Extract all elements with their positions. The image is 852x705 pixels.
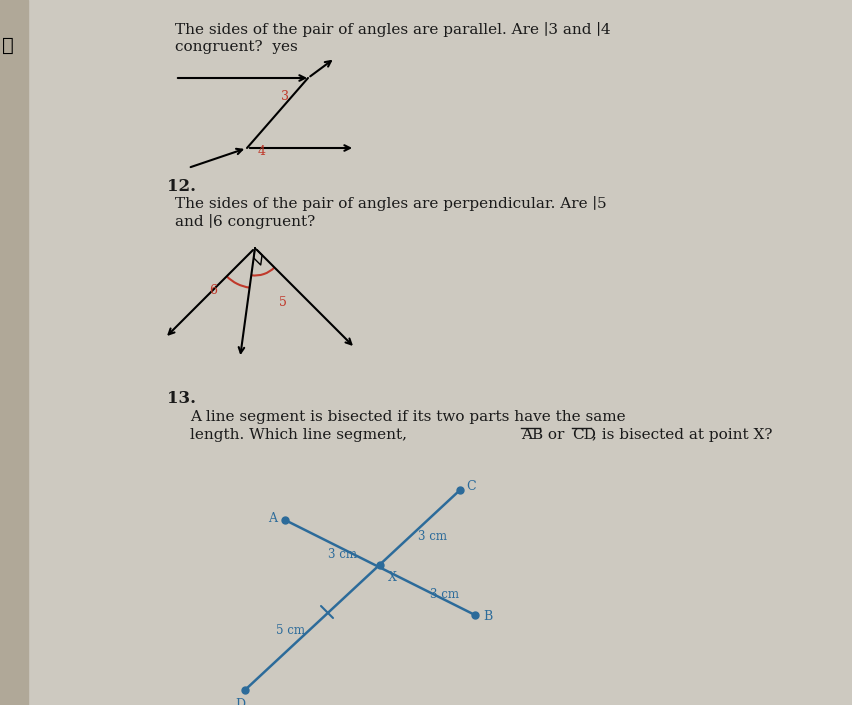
Text: 3 cm: 3 cm	[430, 587, 459, 601]
Text: B: B	[483, 611, 492, 623]
Text: CD: CD	[572, 428, 596, 442]
Text: A: A	[268, 512, 277, 525]
Text: The sides of the pair of angles are parallel. Are ∣3 and ∣4: The sides of the pair of angles are para…	[175, 22, 611, 37]
Text: 3: 3	[281, 90, 289, 103]
Text: X: X	[388, 571, 397, 584]
Text: AB: AB	[521, 428, 543, 442]
Text: length. Which line segment,: length. Which line segment,	[190, 428, 412, 442]
Text: 6: 6	[209, 283, 217, 297]
Text: , is bisected at point X?: , is bisected at point X?	[592, 428, 773, 442]
Text: 5 cm: 5 cm	[275, 625, 304, 637]
Text: 🌿: 🌿	[2, 35, 14, 54]
Text: 12.: 12.	[167, 178, 196, 195]
Text: and ∣6 congruent?: and ∣6 congruent?	[175, 214, 315, 229]
Text: or: or	[543, 428, 569, 442]
Text: 5: 5	[279, 297, 287, 309]
Text: 3 cm: 3 cm	[327, 548, 356, 560]
Bar	[0, 0, 28, 705]
Text: 13.: 13.	[167, 390, 196, 407]
Text: 4: 4	[258, 145, 266, 158]
Text: D: D	[235, 698, 245, 705]
Text: C: C	[466, 479, 475, 493]
Text: The sides of the pair of angles are perpendicular. Are ∣5: The sides of the pair of angles are perp…	[175, 196, 607, 211]
Text: A line segment is bisected if its two parts have the same: A line segment is bisected if its two pa…	[190, 410, 625, 424]
Text: congruent?  yes: congruent? yes	[175, 40, 297, 54]
Text: 3 cm: 3 cm	[417, 530, 446, 544]
